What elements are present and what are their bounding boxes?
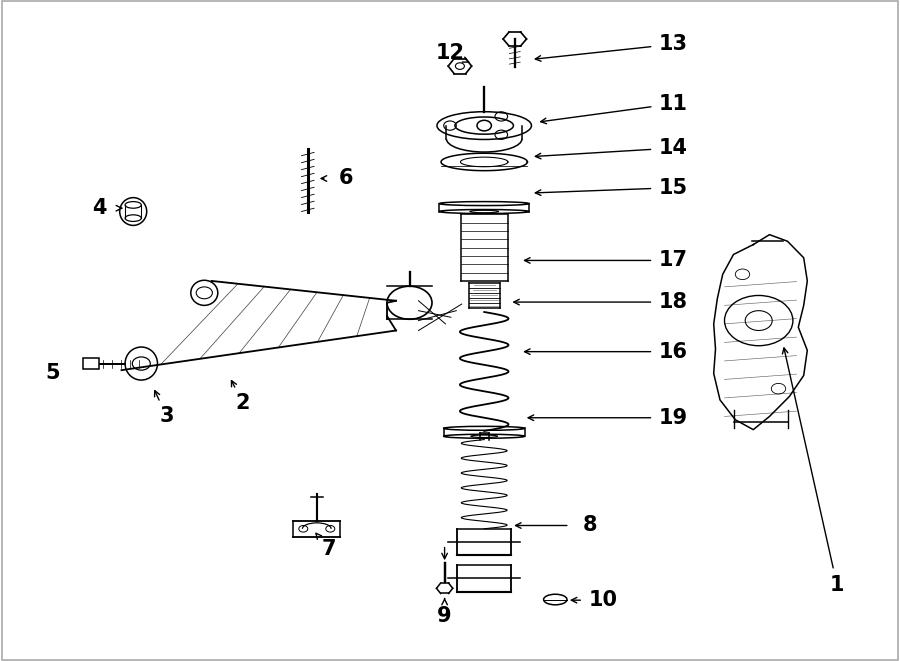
Bar xyxy=(83,358,99,369)
Text: 2: 2 xyxy=(236,393,250,413)
Text: 13: 13 xyxy=(659,34,688,54)
Text: 5: 5 xyxy=(45,364,59,383)
Text: 12: 12 xyxy=(436,43,464,63)
Text: 4: 4 xyxy=(92,198,106,218)
Text: 19: 19 xyxy=(659,408,688,428)
Text: 8: 8 xyxy=(582,516,597,535)
Text: 15: 15 xyxy=(659,178,688,198)
Text: 14: 14 xyxy=(659,138,688,158)
Text: 3: 3 xyxy=(159,407,174,426)
Text: 17: 17 xyxy=(659,251,688,270)
Text: 9: 9 xyxy=(437,606,452,626)
Text: 11: 11 xyxy=(659,94,688,114)
Text: 7: 7 xyxy=(321,539,336,559)
Text: 10: 10 xyxy=(589,590,617,610)
Text: 1: 1 xyxy=(830,575,844,595)
Text: 16: 16 xyxy=(659,342,688,362)
Text: 18: 18 xyxy=(659,292,688,312)
Text: 6: 6 xyxy=(339,169,354,188)
